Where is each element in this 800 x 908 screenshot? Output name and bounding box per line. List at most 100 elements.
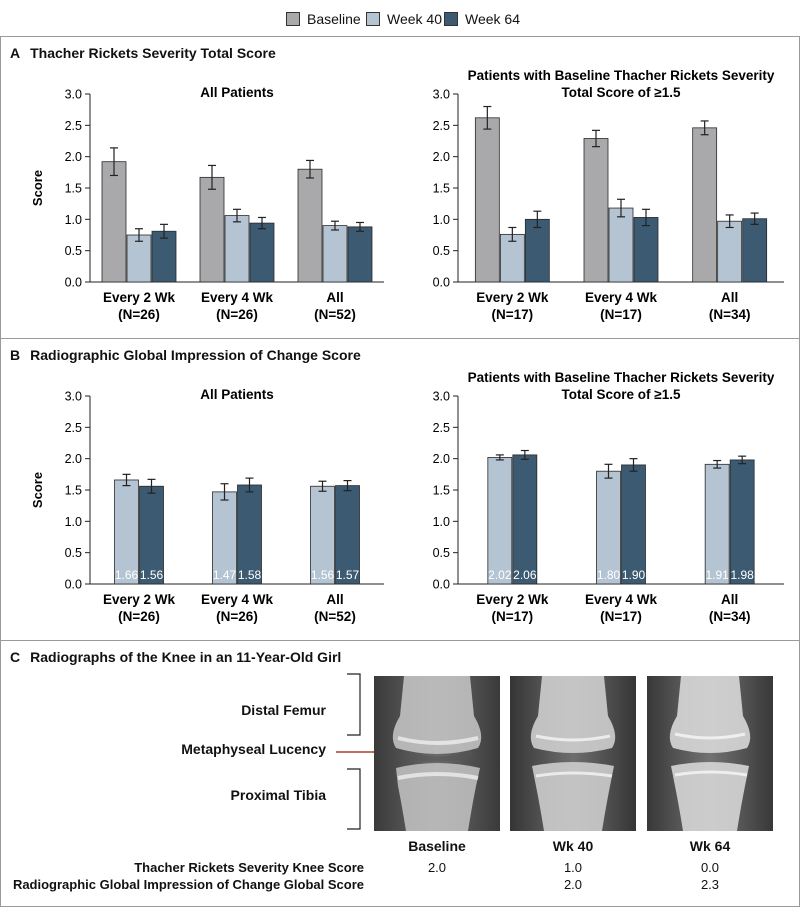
panel-b-title: B Radiographic Global Impression of Chang… [10,347,361,363]
x-category-n-a-right-2: (N=34) [709,307,751,322]
legend-label-week64: Week 64 [465,11,520,27]
score-thacher-week64: 0.0 [700,860,720,875]
chart-title2-b-right: Total Score of ≥1.5 [562,387,681,402]
x-category-label-a-right-0: Every 2 Wk [476,290,549,305]
y-tick-label-b-left-4: 2.0 [65,452,82,466]
bar-value-label-b-right-0-week40: 2.02 [488,568,512,582]
bar-value-label-b-left-0-week40: 1.66 [115,568,139,582]
x-category-label-a-right-2: All [721,290,738,305]
bar-a-left-2-week64 [347,226,373,283]
y-tick-label-b-right-6: 3.0 [433,390,450,404]
panel-a-title-text: Thacher Rickets Severity Total Score [30,45,276,61]
panel-c-title: C Radiographs of the Knee in an 11-Year-O… [10,649,341,665]
y-tick-label-a-right-4: 2.0 [433,150,450,164]
bar-a-left-0-week40 [126,234,152,283]
y-tick-label-b-left-5: 2.5 [65,421,82,435]
x-category-label-b-left-2: All [326,592,343,607]
bar-a-right-1-week40 [608,207,634,283]
chart-title-a-left: All Patients [200,85,274,100]
x-category-n-b-left-1: (N=26) [216,609,258,624]
y-tick-label-b-right-5: 2.5 [433,421,450,435]
y-tick-label-b-left-2: 1.0 [65,515,82,529]
bar-a-right-0-week40 [499,233,525,283]
bracket-distal-femur [347,673,361,736]
bar-value-label-b-left-0-week64: 1.56 [140,568,164,582]
y-tick-label-a-right-1: 0.5 [433,244,450,258]
y-tick-label-a-left-5: 2.5 [65,119,82,133]
x-category-n-b-right-0: (N=17) [492,609,534,624]
bar-a-left-2-week40 [322,225,348,283]
bar-value-label-b-right-0-week64: 2.06 [513,568,537,582]
legend-item-baseline: Baseline [286,8,361,30]
x-category-label-a-right-1: Every 4 Wk [585,290,658,305]
legend-label-baseline: Baseline [307,11,361,27]
score-thacher-week40: 1.0 [563,860,583,875]
x-category-label-a-left-1: Every 4 Wk [201,290,274,305]
x-category-n-a-left-2: (N=52) [314,307,356,322]
bar-b-left-0-week40 [114,479,139,585]
bar-a-right-2-baseline [692,127,718,283]
y-tick-label-a-left-6: 3.0 [65,88,82,102]
chart-a-left: All Patients 0.0 0.5 1.0 1.5 2.0 2.5 3.0 Score Ev… [30,85,384,322]
y-tick-label-a-left-4: 2.0 [65,150,82,164]
timepoint-label-week40: Wk 40 [552,838,594,854]
bar-b-left-2-week64 [335,485,360,585]
y-tick-label-b-right-3: 1.5 [433,484,450,498]
bar-a-left-0-week64 [151,230,177,283]
bar-b-right-2-week40 [704,463,730,585]
score-rgic-week40: 2.0 [563,877,583,892]
bar-b-left-1-week64 [237,484,262,585]
bar-value-label-b-left-2-week64: 1.57 [336,568,360,582]
legend-swatch-week40 [366,12,380,26]
y-tick-label-a-left-2: 1.0 [65,213,82,227]
y-tick-label-b-left-0: 0.0 [65,578,82,592]
x-category-label-b-right-0: Every 2 Wk [476,592,549,607]
bar-b-right-0-week40 [487,457,513,585]
label-proximal-tibia: Proximal Tibia [230,787,326,803]
x-category-label-a-left-0: Every 2 Wk [103,290,176,305]
score-rgic-week64: 2.3 [700,877,720,892]
y-tick-label-a-left-3: 1.5 [65,182,82,196]
panel-c-letter: C [10,649,21,665]
x-category-n-a-right-0: (N=17) [492,307,534,322]
y-axis-label-a-left: Score [30,170,45,206]
x-category-n-a-left-0: (N=26) [118,307,160,322]
x-category-label-a-left-2: All [326,290,343,305]
x-category-label-b-right-2: All [721,592,738,607]
y-tick-label-a-right-2: 1.0 [433,213,450,227]
legend-swatch-baseline [286,12,300,26]
x-category-n-b-right-1: (N=17) [600,609,642,624]
bar-a-right-2-week40 [717,220,743,283]
radiograph-week40 [510,676,636,831]
legend: Baseline Week 40 Week 64 [0,8,800,30]
bar-value-label-b-left-1-week40: 1.47 [213,568,237,582]
panel-b-title-text: Radiographic Global Impression of Change… [30,347,361,363]
panel-b-letter: B [10,347,21,363]
y-tick-label-a-right-3: 1.5 [433,182,450,196]
radiograph-week64 [647,676,773,831]
y-tick-label-b-left-6: 3.0 [65,390,82,404]
bar-a-right-1-baseline [583,138,609,283]
bar-b-right-1-week64 [621,464,646,585]
panel-a-letter: A [10,45,21,61]
x-category-label-b-right-1: Every 4 Wk [585,592,658,607]
chart-a-right: Patients with Baseline Thacher Rickets S… [433,68,784,322]
bar-b-left-2-week40 [310,485,335,585]
bar-b-left-1-week40 [212,491,237,585]
bar-a-left-1-week64 [249,222,275,283]
bar-value-label-b-left-1-week64: 1.58 [238,568,262,582]
y-tick-label-b-right-0: 0.0 [433,578,450,592]
bar-a-right-0-week64 [524,218,550,283]
chart-title-a-right: Patients with Baseline Thacher Rickets S… [468,68,775,83]
bar-value-label-b-right-2-week40: 1.91 [705,568,729,582]
label-metaphyseal-lucency: Metaphyseal Lucency [181,741,326,757]
bar-value-label-b-left-2-week40: 1.56 [311,568,335,582]
y-tick-label-b-right-2: 1.0 [433,515,450,529]
x-category-n-a-left-1: (N=26) [216,307,258,322]
bracket-proximal-tibia [347,768,361,830]
chart-title2-a-right: Total Score of ≥1.5 [562,85,681,100]
bar-a-left-1-week40 [224,215,250,283]
panel-a-title: A Thacher Rickets Severity Total Score [10,45,276,61]
timepoint-label-week64: Wk 64 [689,838,731,854]
